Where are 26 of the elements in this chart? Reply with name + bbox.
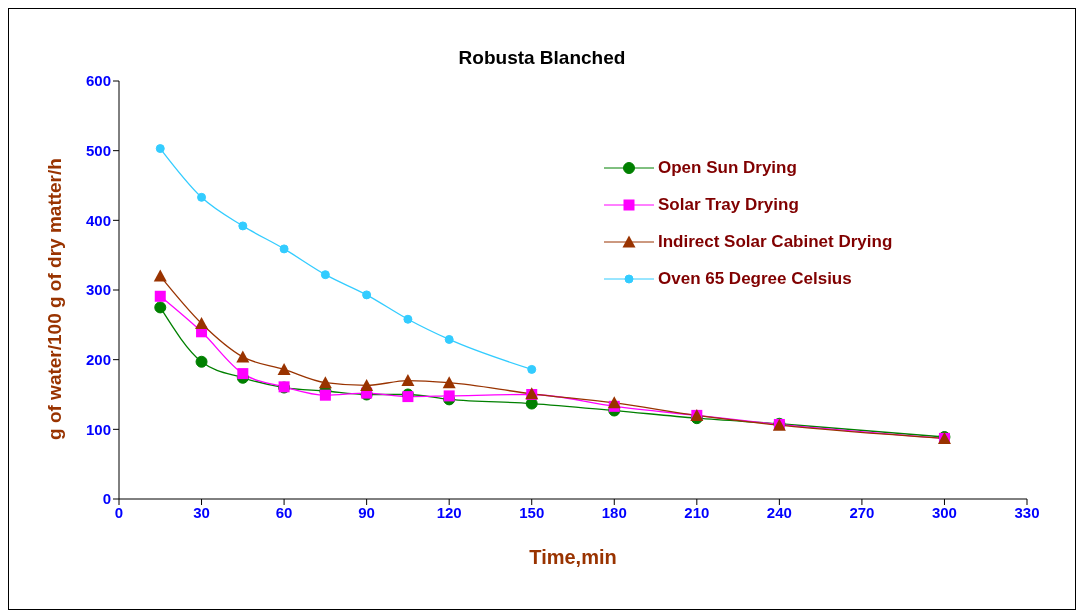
legend-label: Solar Tray Drying — [658, 194, 799, 215]
x-tick-label: 0 — [114, 503, 124, 521]
x-tick-label: 270 — [849, 503, 875, 521]
legend-label: Oven 65 Degree Celsius — [658, 268, 852, 289]
y-tick-label: 0 — [102, 490, 111, 508]
y-axis-title: g of water/100 g of dry matter/h — [43, 158, 65, 440]
y-tick-label: 400 — [85, 211, 111, 229]
y-tick-label: 100 — [85, 420, 111, 438]
x-tick-label: 60 — [275, 503, 293, 521]
x-tick-label: 180 — [601, 503, 627, 521]
y-tick-label: 500 — [85, 141, 111, 159]
chart-title: Robusta Blanched — [457, 47, 627, 69]
x-tick-label: 240 — [766, 503, 792, 521]
legend-label: Indirect Solar Cabinet Drying — [658, 231, 893, 252]
y-tick-label: 600 — [85, 72, 111, 90]
y-tick-label: 300 — [85, 281, 111, 299]
x-tick-label: 30 — [193, 503, 210, 521]
y-tick-label: 200 — [85, 350, 111, 368]
x-tick-label: 90 — [358, 503, 375, 521]
x-tick-label: 150 — [519, 503, 545, 521]
x-axis-title: Time,min — [529, 546, 617, 568]
x-tick-label: 210 — [684, 503, 710, 521]
x-tick-label: 120 — [436, 503, 462, 521]
legend-label: Open Sun Drying — [658, 157, 797, 178]
x-tick-label: 300 — [931, 503, 957, 521]
x-tick-label: 330 — [1014, 503, 1040, 521]
